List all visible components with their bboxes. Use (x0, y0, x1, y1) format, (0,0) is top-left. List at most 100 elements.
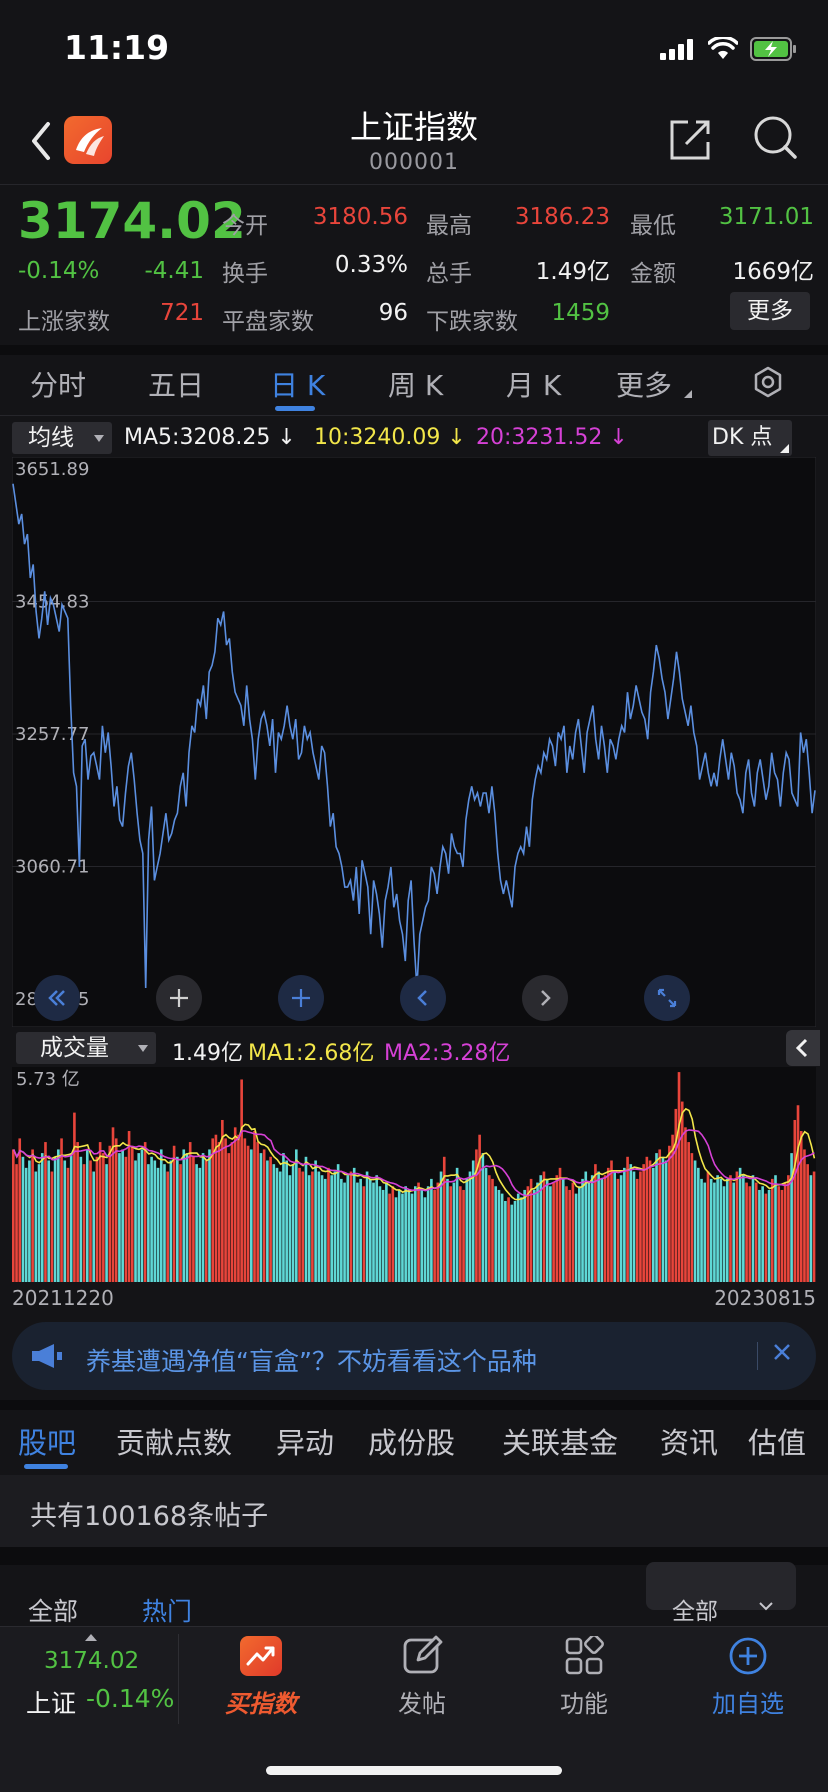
content-tab-indicator (24, 1464, 68, 1469)
volume-bar (195, 1164, 198, 1282)
volume-select[interactable]: 成交量 (16, 1032, 156, 1064)
filter-all[interactable]: 全部 (28, 1597, 79, 1626)
tab-indicator (275, 406, 315, 411)
dk-point-button[interactable]: DK 点 (708, 420, 792, 456)
function-grid-icon[interactable] (564, 1636, 604, 1676)
tab-movement[interactable]: 异动 (276, 1426, 335, 1460)
volume-bar (365, 1171, 369, 1282)
volume-bar (680, 1101, 684, 1282)
volume-bar (188, 1142, 192, 1282)
ma-select[interactable]: 均线 (12, 422, 112, 454)
tab-related-funds[interactable]: 关联基金 (502, 1426, 619, 1460)
zoom-in-icon[interactable] (278, 975, 324, 1021)
volume-bar (262, 1149, 266, 1282)
tab-five-day[interactable]: 五日 (148, 369, 205, 402)
fullscreen-icon[interactable] (644, 975, 690, 1021)
buy-index-icon[interactable] (240, 1636, 282, 1676)
post-label[interactable]: 发帖 (398, 1690, 446, 1718)
volume-bar (729, 1175, 732, 1282)
volume-bar (725, 1178, 729, 1282)
volume-bar (253, 1131, 256, 1282)
back-icon[interactable] (26, 116, 56, 166)
tab-guba[interactable]: 股吧 (18, 1426, 77, 1460)
volume-bar (172, 1145, 176, 1282)
tab-weekly-k[interactable]: 周 K (388, 369, 444, 402)
volume-bar (304, 1156, 308, 1282)
volume-bar (343, 1182, 346, 1282)
volume-bar (214, 1134, 218, 1282)
volume-bar (401, 1193, 404, 1282)
x-start-label: 20211220 (12, 1286, 114, 1310)
volume-bar (513, 1200, 517, 1282)
tab-daily-k[interactable]: 日 K (270, 369, 326, 402)
volume-bar (536, 1182, 539, 1282)
tab-valuation[interactable]: 估值 (748, 1426, 807, 1460)
tab-news[interactable]: 资讯 (660, 1426, 719, 1460)
compose-icon[interactable] (402, 1634, 444, 1676)
quote-divider (0, 345, 828, 355)
volume-bar (507, 1197, 510, 1282)
function-label[interactable]: 功能 (560, 1690, 608, 1718)
volume-bar (539, 1175, 543, 1282)
megaphone-icon (32, 1344, 62, 1368)
signal-icon (660, 39, 693, 60)
volume-bar (812, 1171, 816, 1282)
search-icon[interactable] (752, 114, 798, 162)
volume-bar (610, 1160, 613, 1282)
rewind-icon[interactable] (34, 975, 80, 1021)
prev-icon[interactable] (400, 975, 446, 1021)
volume-bar (388, 1193, 391, 1282)
volume-bar (684, 1127, 687, 1282)
volume-bar (320, 1175, 324, 1282)
volume-bar (307, 1175, 311, 1282)
volume-bar (256, 1142, 260, 1282)
close-icon[interactable] (770, 1340, 794, 1364)
volume-bar (95, 1156, 99, 1282)
volume-ma1: MA1:2.68亿 (248, 1041, 375, 1066)
add-watchlist-icon[interactable] (728, 1636, 768, 1676)
volume-bar (143, 1142, 147, 1282)
volume-bar (565, 1186, 568, 1282)
status-icons (660, 36, 798, 62)
bottom-index-label[interactable]: 上证 (26, 1689, 77, 1718)
share-icon[interactable] (668, 116, 714, 162)
zoom-out-icon[interactable] (156, 975, 202, 1021)
volume-bar (722, 1186, 726, 1282)
y-tick-label: 3257.77 (15, 724, 89, 745)
volume-chart[interactable]: 5.73 亿 (12, 1067, 816, 1282)
ma20-value: 20:3231.52 ↓ (476, 425, 628, 450)
tab-intraday[interactable]: 分时 (30, 369, 87, 402)
volume-bar (111, 1127, 115, 1282)
volume-bar (645, 1156, 649, 1282)
volume-bar (584, 1171, 588, 1282)
ma-select-label: 均线 (28, 425, 74, 451)
filter-select[interactable]: 全部 (646, 1562, 796, 1625)
banner-text[interactable]: 养基遭遇净值“盲盒”？不妨看看这个品种 (86, 1347, 537, 1376)
filter-hot[interactable]: 热门 (142, 1597, 193, 1626)
tab-more[interactable]: 更多 (616, 369, 673, 402)
tab-contribution[interactable]: 贡献点数 (116, 1426, 233, 1460)
next-icon[interactable] (522, 975, 568, 1021)
gear-icon[interactable] (752, 366, 784, 398)
buy-index-label[interactable]: 买指数 (225, 1690, 297, 1718)
bottom-index-change[interactable]: -0.14% (86, 1684, 175, 1713)
volume-bar (420, 1189, 424, 1282)
more-button[interactable]: 更多 (730, 292, 810, 330)
status-time: 11:19 (64, 28, 170, 67)
tab-monthly-k[interactable]: 月 K (506, 369, 562, 402)
volume-bar (780, 1189, 784, 1282)
add-watchlist-label[interactable]: 加自选 (712, 1690, 784, 1718)
collapse-button[interactable] (786, 1030, 820, 1066)
volume-bar (127, 1131, 131, 1282)
tab-constituents[interactable]: 成份股 (368, 1426, 456, 1460)
expand-up-icon[interactable] (84, 1632, 98, 1642)
volume-bar (217, 1142, 221, 1282)
bottom-index-value[interactable]: 3174.02 (44, 1648, 140, 1674)
volume-bar (137, 1153, 141, 1282)
volume-value: 1.49亿 (535, 259, 610, 285)
volume-bar (478, 1134, 481, 1282)
volume-bar (799, 1131, 803, 1282)
bottom-bar (0, 1626, 828, 1792)
promo-banner[interactable] (12, 1322, 816, 1390)
